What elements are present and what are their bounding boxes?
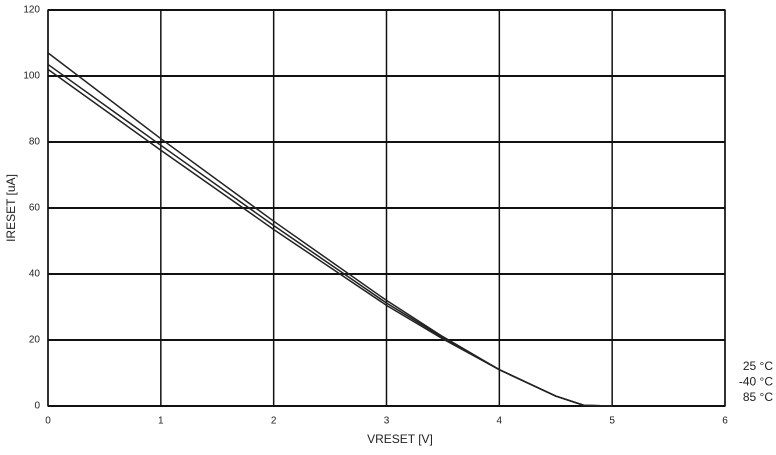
series-line [47,63,613,407]
y-tick-label: 20 [29,335,41,346]
x-tick-label: 1 [158,416,164,427]
x-tick-label: 6 [722,416,728,427]
x-tick-label: 3 [384,416,390,427]
series-line [47,52,613,407]
y-tick-label: 40 [29,269,41,280]
y-tick-label: 80 [29,137,41,148]
y-tick-label: 100 [23,71,40,82]
x-tick-label: 0 [45,416,51,427]
y-tick-label: 120 [23,5,40,16]
y-axis-label: IRESET [uA] [4,174,18,242]
series-line [47,68,613,407]
x-axis-label: VRESET [V] [367,432,433,446]
y-tick-label: 0 [34,401,40,412]
legend-label: 85 °C [743,390,773,404]
legend-label: -40 °C [739,375,773,389]
x-tick-label: 5 [609,416,615,427]
x-tick-label: 4 [497,416,503,427]
x-tick-label: 2 [271,416,277,427]
y-tick-label: 60 [29,203,41,214]
legend-label: 25 °C [743,359,773,373]
